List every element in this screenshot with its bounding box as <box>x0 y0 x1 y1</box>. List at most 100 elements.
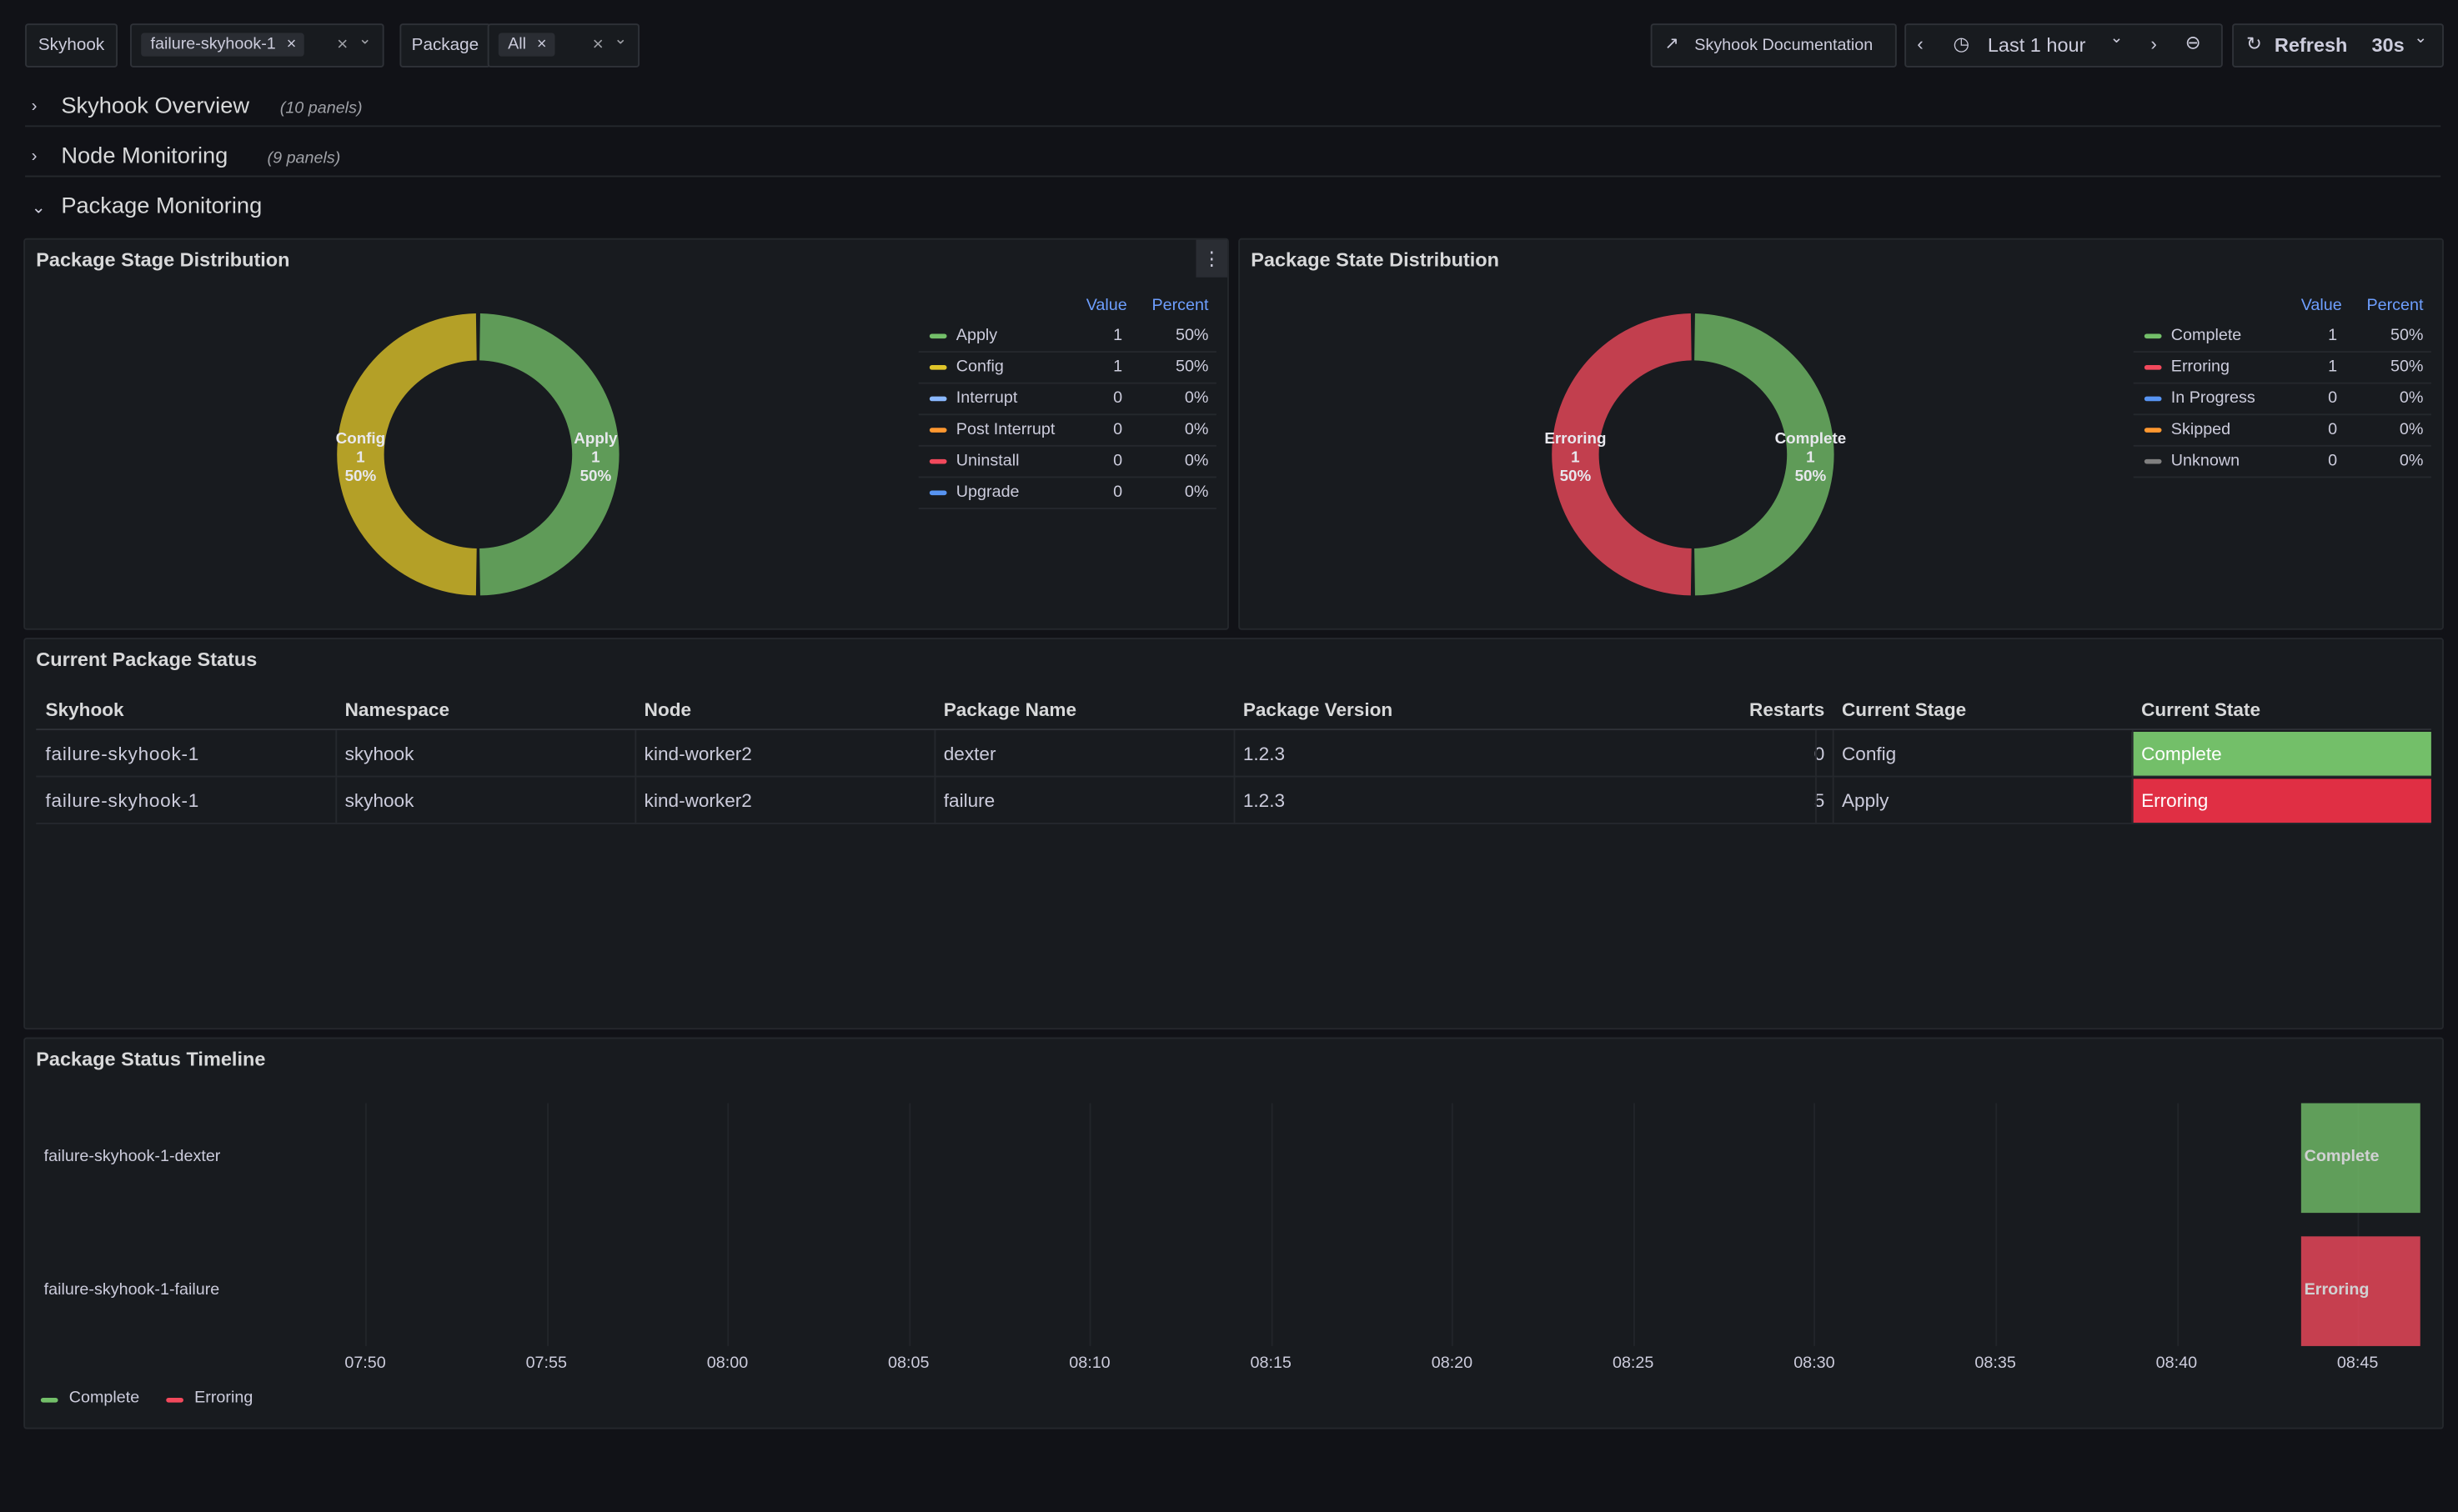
x-tick-label: 08:40 <box>2155 1354 2198 1373</box>
docs-link[interactable]: ↗ Skyhook Documentation <box>1650 23 1897 68</box>
table-header[interactable]: Skyhook <box>45 698 124 721</box>
legend-row[interactable]: Post Interrupt 0 0% <box>918 415 1216 447</box>
zoom-out[interactable]: ⊖ <box>2185 31 2201 53</box>
column-divider <box>2131 777 2134 824</box>
legend-name: Interrupt <box>956 388 1018 408</box>
legend-swatch <box>2144 365 2162 370</box>
x-tick-label: 07:50 <box>344 1354 386 1373</box>
state-bar[interactable]: Complete <box>2300 1103 2420 1214</box>
legend-swatch <box>929 458 947 464</box>
donut-label: Erroring <box>1544 429 1606 447</box>
time-picker[interactable]: ‹ ◷ Last 1 hour ⌄ › ⊖ <box>1904 23 2223 68</box>
legend-value: 0 <box>1113 388 1123 408</box>
legend-row[interactable]: Skipped 0 0% <box>2133 415 2431 447</box>
panel-title: Package Status Timeline <box>36 1048 266 1071</box>
table-cell: skyhook <box>344 743 414 765</box>
panel: Package State Distribution Complete 1 50% Er… <box>1238 238 2444 630</box>
legend-row[interactable]: Erroring 1 50% <box>2133 353 2431 384</box>
legend-value: 1 <box>1113 326 1123 345</box>
grid-line <box>1271 1103 1273 1346</box>
legend-swatch <box>929 428 947 433</box>
legend-name[interactable]: Complete <box>68 1388 140 1408</box>
donut-segment <box>1694 313 1834 596</box>
grid-line <box>1813 1103 1816 1346</box>
dropdown-icon[interactable]: ⌄ <box>614 31 627 49</box>
column-divider <box>635 777 637 824</box>
grid-line <box>908 1103 910 1346</box>
clear-icon[interactable]: × <box>592 33 604 55</box>
grid-line <box>1452 1103 1454 1346</box>
legend-percent: 50% <box>1175 357 1209 377</box>
legend-row[interactable]: In Progress 0 0% <box>2133 384 2431 416</box>
table-cell: 1.2.3 <box>1242 789 1286 812</box>
legend-column-header: Percent <box>2366 296 2424 315</box>
row-header[interactable]: ⌄ Package Monitoring <box>25 194 2440 226</box>
dropdown-icon[interactable]: ⌄ <box>358 31 372 49</box>
legend-swatch <box>2144 428 2162 433</box>
x-tick-label: 08:05 <box>888 1354 930 1373</box>
row-summary: (10 panels) <box>279 98 363 118</box>
variable-chip[interactable]: failure-skyhook-1 × <box>141 33 304 57</box>
legend-row[interactable]: Complete 1 50% <box>2133 321 2431 353</box>
legend-swatch <box>166 1397 183 1403</box>
refresh-interval[interactable]: 30s <box>2371 34 2405 57</box>
row-chevron: ⌄ <box>31 198 46 218</box>
panel-menu[interactable]: ⋮ <box>1196 239 1228 278</box>
legend-percent: 0% <box>1184 388 1209 408</box>
table-header[interactable]: Package Name <box>943 698 1077 721</box>
legend-percent: 0% <box>2399 388 2424 408</box>
grid-line <box>1089 1103 1091 1346</box>
time-forward[interactable]: › <box>2150 33 2157 55</box>
table-header[interactable]: Namespace <box>344 698 450 721</box>
table-header[interactable]: Restarts <box>1749 698 1825 721</box>
chip-remove[interactable]: × <box>286 34 297 53</box>
x-tick-label: 08:45 <box>2336 1354 2379 1373</box>
table-header[interactable]: Node <box>644 698 692 721</box>
legend-name[interactable]: Erroring <box>194 1388 253 1408</box>
column-divider <box>934 777 936 824</box>
row-header[interactable]: › Node Monitoring (9 panels) <box>25 144 2441 178</box>
refresh-picker[interactable]: ↻ Refresh 30s ⌄ <box>2232 23 2444 68</box>
refresh-icon: ↻ <box>2246 33 2262 55</box>
clear-icon[interactable]: × <box>337 33 349 55</box>
timeline-row-label: failure-skyhook-1-dexter <box>43 1147 221 1166</box>
variable-picker[interactable]: failure-skyhook-1 × × ⌄ <box>130 23 384 68</box>
table-cell: Complete <box>2141 743 2222 765</box>
legend-row[interactable]: Upgrade 0 0% <box>918 478 1216 509</box>
legend-row[interactable]: Unknown 0 0% <box>2133 447 2431 478</box>
legend-row[interactable]: Uninstall 0 0% <box>918 447 1216 478</box>
legend-row[interactable]: Apply 1 50% <box>918 321 1216 353</box>
legend-value: 0 <box>1113 419 1123 439</box>
legend-swatch <box>929 365 947 370</box>
legend-name: Config <box>956 357 1004 377</box>
time-back[interactable]: ‹ <box>1917 33 1924 55</box>
table-header[interactable]: Current State <box>2141 698 2260 721</box>
variable-chip[interactable]: All × <box>498 33 554 57</box>
legend-row[interactable]: Config 1 50% <box>918 353 1216 384</box>
state-bar[interactable]: Erroring <box>2300 1236 2420 1346</box>
time-range[interactable]: Last 1 hour <box>1987 34 2086 57</box>
row-divider <box>25 125 2441 128</box>
link-icon: ↗ <box>1664 34 1679 53</box>
legend-name: Upgrade <box>956 483 1020 502</box>
variable-picker[interactable]: All × × ⌄ <box>487 23 640 68</box>
legend-percent: 50% <box>2390 326 2424 345</box>
row-chevron: › <box>31 97 38 117</box>
legend-row[interactable]: Interrupt 0 0% <box>918 384 1216 416</box>
chip-remove[interactable]: × <box>536 34 547 53</box>
grid-line <box>2176 1103 2179 1346</box>
donut-label: 50% <box>580 467 612 484</box>
table-cell: kind-worker2 <box>644 789 752 812</box>
legend-name: Apply <box>956 326 998 345</box>
refresh-button[interactable]: Refresh <box>2274 34 2348 57</box>
row-header[interactable]: › Skyhook Overview (10 panels) <box>25 94 2441 128</box>
panel: Current Package Status Skyhook Namespace No… <box>23 638 2444 1030</box>
legend-column-header: Percent <box>1151 296 1209 315</box>
legend-percent: 50% <box>2390 357 2424 377</box>
table-header[interactable]: Package Version <box>1242 698 1393 721</box>
column-divider <box>2131 730 2134 778</box>
legend-value: 0 <box>1113 483 1123 502</box>
table-header[interactable]: Current Stage <box>1842 698 1967 721</box>
